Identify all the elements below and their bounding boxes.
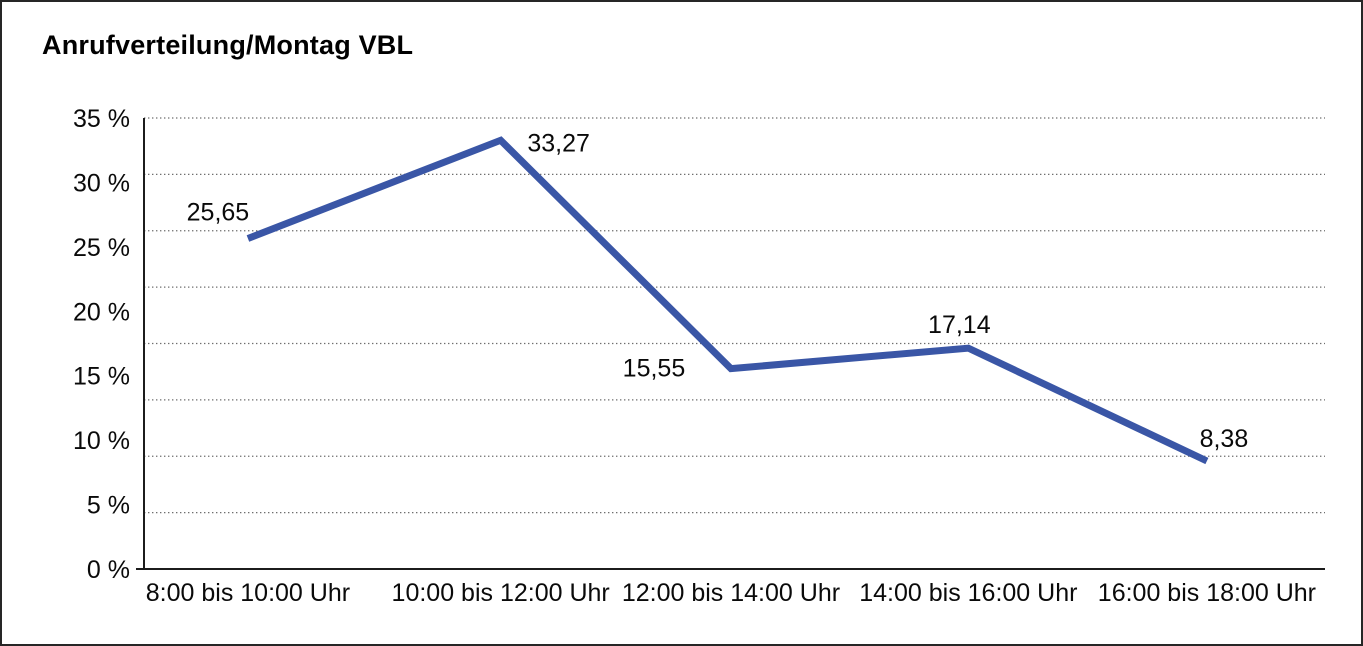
y-tick-label: 10 %: [73, 427, 130, 455]
data-point-label: 8,38: [1200, 425, 1249, 453]
y-tick-label: 5 %: [87, 492, 130, 520]
y-tick-label: 20 %: [73, 298, 130, 326]
y-tick-label: 30 %: [73, 169, 130, 197]
data-line: [246, 136, 1209, 465]
x-axis-label: 12:00 bis 14:00 Uhr: [622, 579, 840, 607]
x-axis-label: 10:00 bis 12:00 Uhr: [392, 579, 610, 607]
y-tick-label: 25 %: [73, 234, 130, 262]
data-point-label: 17,14: [928, 311, 991, 339]
data-point-label: 15,55: [623, 355, 686, 383]
y-tick-label: 15 %: [73, 363, 130, 391]
data-point-label: 25,65: [187, 198, 250, 226]
chart-title: Anrufverteilung/Montag VBL: [42, 30, 414, 60]
y-tick-label: 35 %: [73, 105, 130, 133]
x-axis-label: 8:00 bis 10:00 Uhr: [146, 579, 350, 607]
y-tick-label: 0 %: [87, 556, 130, 584]
x-axis-label: 16:00 bis 18:00 Uhr: [1098, 579, 1316, 607]
data-point-label: 33,27: [527, 129, 590, 157]
x-axis-label: 14:00 bis 16:00 Uhr: [859, 579, 1077, 607]
